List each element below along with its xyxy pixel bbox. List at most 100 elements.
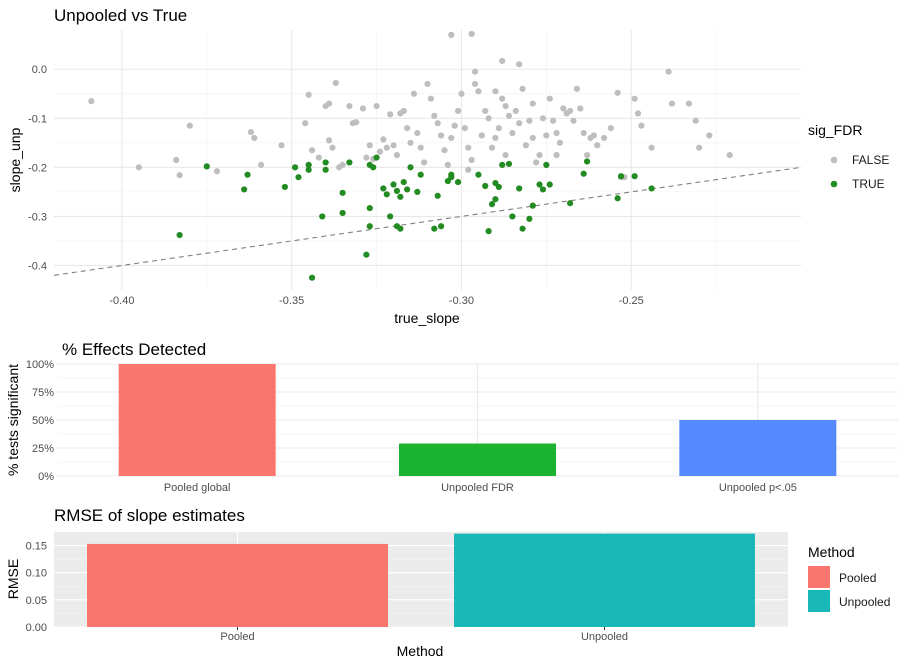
point-true (526, 215, 533, 222)
point-false (393, 151, 401, 159)
x-tick-label: Pooled (220, 631, 254, 643)
point-false (529, 100, 536, 107)
point-false (499, 95, 506, 102)
point-false (437, 132, 445, 139)
point-true (363, 251, 370, 258)
point-false (359, 105, 367, 112)
point-false (404, 125, 411, 132)
point-false (441, 147, 448, 154)
point-true (614, 195, 621, 202)
point-false (556, 139, 564, 146)
point-false (390, 142, 397, 149)
point-true (380, 185, 387, 192)
x-tick-label: -0.35 (279, 295, 304, 307)
point-false (634, 110, 642, 117)
legend-label-unpooled: Unpooled (839, 595, 890, 609)
rmse-x-ticks: Pooled Unpooled (220, 627, 628, 643)
point-true (366, 204, 373, 212)
point-false (546, 95, 553, 102)
x-tick-label: Pooled global (164, 482, 231, 494)
scatter-title: Unpooled vs True (54, 6, 187, 25)
point-true (373, 154, 380, 161)
point-false (631, 95, 638, 102)
point-false (325, 137, 333, 144)
point-false (353, 119, 360, 126)
point-false (512, 107, 519, 115)
point-false (325, 100, 333, 107)
point-true (393, 187, 401, 195)
point-true (244, 171, 251, 178)
point-false (465, 166, 472, 173)
y-tick-label: 0.10 (26, 568, 47, 580)
point-true (339, 209, 346, 217)
point-true (448, 171, 455, 178)
point-false (414, 129, 421, 137)
point-false (448, 134, 455, 142)
point-true (281, 183, 288, 191)
point-false (186, 122, 193, 129)
point-true (437, 223, 445, 230)
point-false (482, 107, 489, 115)
point-false (495, 125, 502, 132)
point-true (339, 189, 346, 196)
point-false (448, 31, 455, 39)
y-tick-label: 0.00 (26, 622, 47, 634)
bar-pooled-global (118, 364, 276, 476)
point-true (434, 192, 441, 199)
point-false (533, 159, 540, 166)
point-false (502, 102, 509, 110)
point-true (319, 213, 326, 220)
point-true (366, 161, 373, 169)
scatter-x-axis-title: true_slope (394, 310, 460, 326)
pct-x-ticks: Pooled global Unpooled FDR Unpooled p<.05 (164, 482, 797, 494)
point-false (308, 147, 316, 154)
y-tick-label: 0% (38, 471, 54, 483)
point-false (499, 57, 506, 65)
point-true (305, 166, 312, 173)
point-false (692, 117, 699, 124)
bar-pooled (87, 543, 388, 627)
point-true (308, 274, 316, 281)
point-false (492, 134, 499, 142)
point-false (363, 154, 370, 161)
pct-panel: % Effects Detected 0% 25% 50% 75% 100% Poole… (5, 340, 898, 494)
rmse-panel: RMSE of slope estimates 0.00 0.05 0.10 0.15… (5, 506, 890, 659)
point-true (505, 160, 513, 168)
point-true (400, 178, 407, 186)
point-true (546, 181, 553, 188)
point-false (519, 85, 526, 92)
point-false (502, 151, 509, 159)
point-false (387, 111, 394, 118)
point-true (485, 228, 492, 235)
point-false (668, 100, 676, 107)
legend-label-pooled: Pooled (839, 571, 876, 585)
point-false (461, 125, 468, 132)
scatter-x-ticks: -0.40 -0.35 -0.30 -0.25 (109, 295, 643, 307)
point-false (176, 172, 183, 179)
point-false (550, 117, 557, 124)
point-false (553, 151, 560, 159)
point-false (400, 107, 407, 115)
x-tick-label: -0.30 (449, 295, 474, 307)
legend-label-false: FALSE (852, 153, 889, 167)
point-true (295, 174, 302, 181)
rmse-legend: Method Pooled Unpooled (808, 544, 890, 612)
legend-key-true (830, 180, 838, 188)
y-tick-label: 50% (32, 415, 54, 427)
x-tick-label: Unpooled (581, 631, 628, 643)
point-true (322, 159, 329, 166)
point-false (471, 68, 479, 75)
reference-line (53, 166, 802, 276)
point-true (346, 159, 353, 166)
point-true (431, 225, 438, 232)
point-false (567, 107, 574, 115)
pct-title: % Effects Detected (62, 340, 206, 359)
point-true (539, 186, 547, 193)
point-true (583, 158, 591, 165)
point-true (492, 196, 499, 203)
point-true (529, 202, 536, 209)
point-false (247, 128, 255, 136)
point-false (434, 120, 441, 127)
point-false (553, 129, 560, 137)
point-false (488, 144, 496, 151)
